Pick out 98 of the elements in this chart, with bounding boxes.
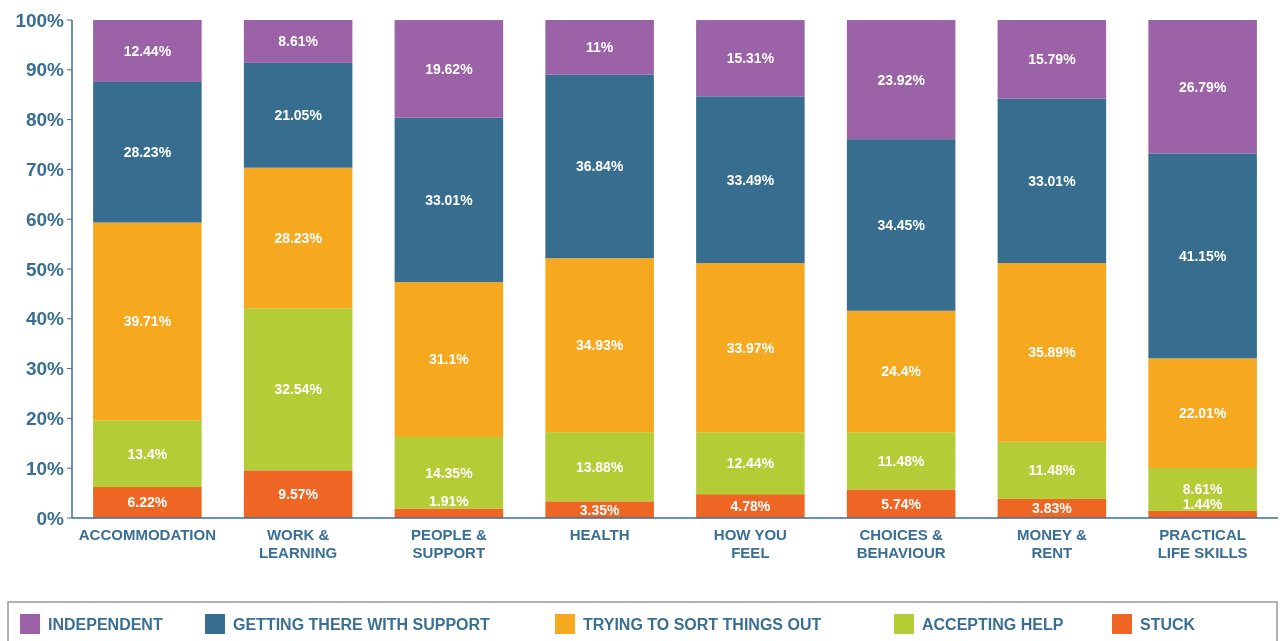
bar (93, 81, 202, 223)
data-label: 36.84% (575, 158, 624, 175)
bar (1148, 153, 1257, 359)
data-label: 21.05% (274, 107, 323, 124)
data-label: 13.88% (575, 458, 624, 475)
data-label: 28.23% (274, 229, 323, 246)
y-tick-label: 100% (15, 9, 65, 31)
x-tick-label: MONEY & RENT (1017, 526, 1087, 561)
y-tick-label: 80% (25, 109, 65, 131)
data-label: 15.31% (726, 50, 775, 67)
data-label: 14.35% (425, 464, 474, 481)
legend-label: TRYING TO SORT THINGS OUT (583, 615, 822, 633)
data-label: 12.44% (726, 455, 775, 472)
bar (394, 117, 504, 283)
bar (243, 167, 353, 309)
bar (394, 437, 504, 509)
data-label: 31.1% (429, 351, 470, 368)
bar (545, 74, 654, 259)
bar (243, 62, 353, 168)
data-label: 13.4% (127, 445, 168, 462)
data-label: 8.61% (278, 33, 319, 50)
data-label: 6.22% (127, 494, 168, 511)
bar (997, 441, 1107, 499)
data-label: 5.74% (881, 495, 922, 512)
data-label: 33.01% (1028, 172, 1077, 189)
legend-label: GETTING THERE WITH SUPPORT (233, 615, 491, 633)
data-label: 34.93% (575, 337, 624, 354)
x-tick-label: CHOICES & BEHAVIOUR (856, 526, 946, 561)
bar (696, 432, 805, 495)
bar (1148, 358, 1257, 468)
data-label: 19.62% (425, 60, 474, 77)
bar (696, 263, 805, 433)
y-tick-label: 90% (25, 59, 65, 81)
legend-label: ACCEPTING HELP (922, 615, 1064, 633)
data-label: 24.4% (881, 363, 922, 380)
data-label: 9.57% (278, 486, 319, 503)
bar (243, 308, 353, 471)
bar (846, 310, 956, 433)
bar (696, 20, 805, 97)
y-tick-label: 60% (25, 208, 65, 230)
data-label: 28.23% (123, 144, 172, 161)
x-tick-label: PEOPLE & SUPPORT (410, 526, 487, 561)
bar (394, 508, 504, 518)
bar (1148, 20, 1257, 154)
data-label: 34.45% (877, 216, 926, 233)
bar (846, 432, 956, 490)
bar (545, 258, 654, 433)
bar (545, 432, 654, 502)
bar (545, 20, 654, 75)
data-label: 26.79% (1178, 78, 1227, 95)
y-tick-label: 50% (25, 258, 65, 280)
x-tick-label: HOW YOU FEEL (713, 526, 787, 561)
legend-label: STUCK (1140, 615, 1196, 633)
data-label: 39.71% (123, 313, 172, 330)
y-tick-label: 20% (25, 408, 65, 430)
y-tick-label: 0% (36, 507, 65, 529)
data-label: 8.61% (1182, 481, 1224, 498)
x-tick-label: ACCOMMODATION (78, 526, 216, 543)
data-label: 11% (586, 39, 614, 56)
legend-label: INDEPENDENT (48, 615, 163, 633)
data-label: 1.44% (1182, 495, 1224, 512)
data-label: 4.78% (730, 498, 771, 514)
data-label: 33.49% (726, 171, 775, 188)
bar (243, 470, 353, 518)
data-label: 33.97% (726, 339, 775, 356)
bar (997, 263, 1107, 442)
data-label: 33.01% (425, 191, 474, 208)
bar (394, 282, 504, 438)
x-tick-label: PRACTICAL LIFE SKILLS (1157, 526, 1248, 561)
y-tick-label: 40% (25, 308, 65, 330)
data-label: 12.44% (123, 42, 172, 59)
x-tick-label: WORK & LEARNING (258, 526, 338, 561)
y-tick-label: 10% (25, 457, 65, 479)
bar (93, 20, 202, 82)
bar (997, 20, 1107, 99)
data-label: 3.83% (1032, 500, 1073, 517)
bar (696, 96, 805, 264)
bar (93, 222, 202, 421)
data-label: 3.35% (579, 501, 621, 518)
data-label: 32.54% (274, 381, 323, 398)
data-label: 11.48% (877, 452, 926, 469)
data-label: 1.91% (429, 493, 470, 510)
y-tick-label: 30% (25, 358, 65, 380)
bar (846, 20, 956, 140)
bar (394, 20, 504, 118)
data-label: 41.15% (1178, 247, 1227, 264)
data-label: 22.01% (1178, 405, 1227, 422)
bar (997, 98, 1107, 264)
bar (1148, 467, 1257, 511)
data-label: 15.79% (1028, 51, 1077, 68)
data-label: 11.48% (1028, 462, 1076, 479)
bar (93, 420, 202, 488)
x-tick-label: HEALTH (569, 526, 630, 543)
data-label: 23.92% (877, 71, 926, 88)
data-label: 35.89% (1028, 344, 1077, 361)
y-tick-label: 70% (25, 159, 65, 181)
bar (846, 139, 956, 311)
bar (243, 20, 353, 63)
